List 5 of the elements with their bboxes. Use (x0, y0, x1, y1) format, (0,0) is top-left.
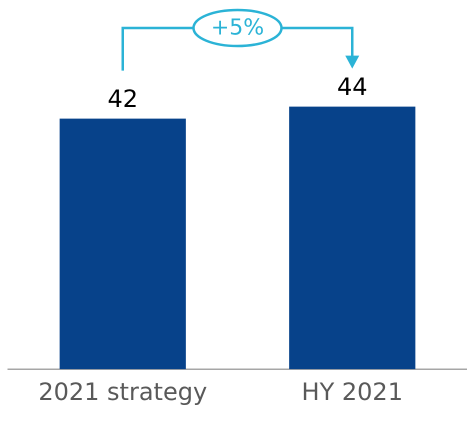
data-label: 44 (336, 72, 368, 101)
x-tick-label: 2021 strategy (38, 378, 208, 406)
data-label: 42 (107, 84, 138, 113)
text: +5% (210, 16, 264, 40)
x-tick-label: HY 2021 (302, 378, 403, 406)
